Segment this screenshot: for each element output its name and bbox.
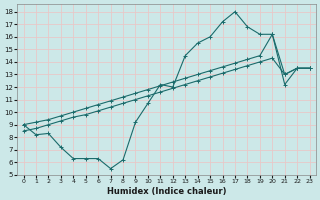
X-axis label: Humidex (Indice chaleur): Humidex (Indice chaleur)	[107, 187, 226, 196]
